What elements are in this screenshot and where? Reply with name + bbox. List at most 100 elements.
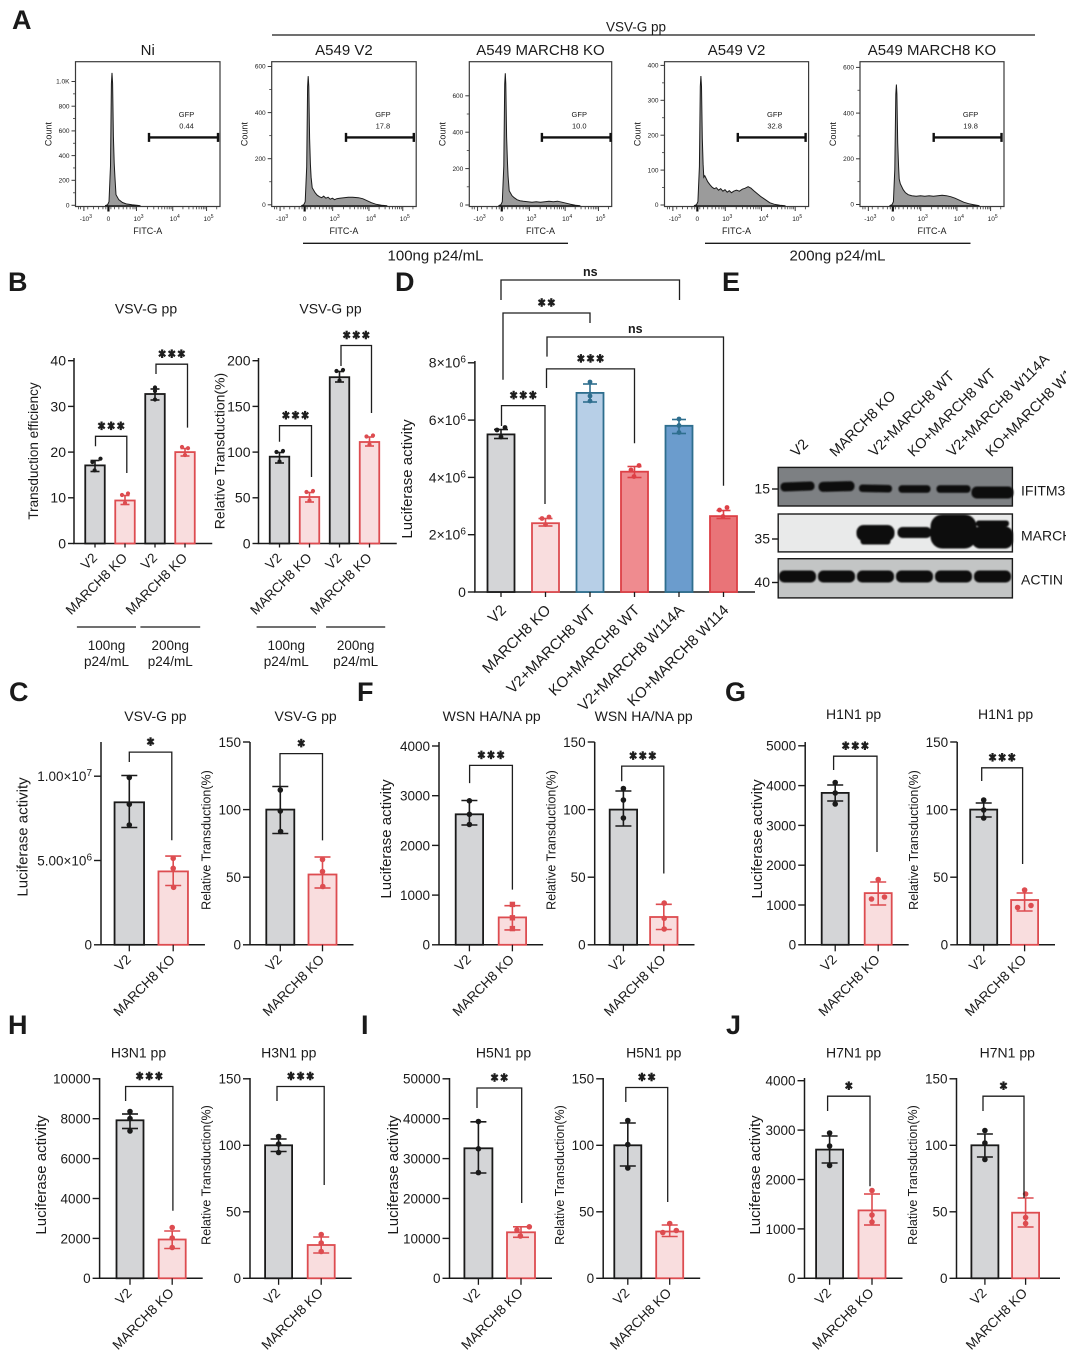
svg-text:0: 0 <box>66 203 70 210</box>
svg-text:6×106: 6×106 <box>429 412 467 428</box>
svg-text:50: 50 <box>933 870 948 885</box>
svg-text:150: 150 <box>218 735 241 750</box>
svg-text:50: 50 <box>235 490 251 506</box>
svg-text:0: 0 <box>578 938 586 953</box>
svg-text:1.0K: 1.0K <box>56 79 70 86</box>
svg-text:H7N1 pp: H7N1 pp <box>826 1044 881 1060</box>
svg-text:E: E <box>722 267 740 297</box>
svg-text:D: D <box>395 267 415 297</box>
svg-text:V2: V2 <box>967 1285 989 1307</box>
svg-text:Count: Count <box>44 122 54 147</box>
svg-text:Relative Transduction(%): Relative Transduction(%) <box>200 770 214 910</box>
svg-text:Count: Count <box>633 122 643 147</box>
svg-text:100ng: 100ng <box>268 638 306 653</box>
svg-text:0: 0 <box>940 1271 948 1286</box>
svg-text:0: 0 <box>433 1271 441 1286</box>
svg-text:F: F <box>357 677 374 707</box>
svg-text:Transduction efficiency: Transduction efficiency <box>26 382 41 520</box>
svg-text:2000: 2000 <box>400 838 430 853</box>
svg-text:V2: V2 <box>78 550 100 572</box>
svg-text:0: 0 <box>262 202 266 209</box>
svg-text:100: 100 <box>218 1138 241 1153</box>
svg-text:200: 200 <box>227 353 251 369</box>
svg-text:0: 0 <box>655 202 659 209</box>
svg-text:32.8: 32.8 <box>767 122 782 131</box>
svg-text:p24/mL: p24/mL <box>264 654 310 669</box>
svg-text:0: 0 <box>891 216 895 223</box>
svg-text:WSN HA/NA pp: WSN HA/NA pp <box>595 708 693 724</box>
svg-text:ACTIN: ACTIN <box>1021 572 1063 588</box>
svg-text:19.8: 19.8 <box>963 122 978 131</box>
svg-text:V2: V2 <box>112 1285 134 1307</box>
svg-text:103: 103 <box>133 214 143 223</box>
svg-text:104: 104 <box>954 214 964 223</box>
svg-text:0: 0 <box>84 938 92 953</box>
svg-text:Relative Transduction(%): Relative Transduction(%) <box>906 1105 920 1245</box>
svg-text:40: 40 <box>50 353 66 369</box>
svg-text:105: 105 <box>204 214 214 223</box>
svg-text:150: 150 <box>563 735 586 750</box>
svg-text:103: 103 <box>722 214 732 223</box>
svg-text:2000: 2000 <box>765 1172 795 1187</box>
svg-text:0: 0 <box>303 216 307 223</box>
svg-text:4000: 4000 <box>765 1074 795 1089</box>
svg-text:H5N1 pp: H5N1 pp <box>626 1044 681 1060</box>
svg-text:C: C <box>9 677 29 707</box>
svg-text:FITC-A: FITC-A <box>133 226 162 236</box>
svg-text:0: 0 <box>458 584 466 600</box>
svg-text:0: 0 <box>941 938 949 953</box>
svg-text:A549 V2: A549 V2 <box>315 42 373 59</box>
svg-text:200: 200 <box>843 156 854 163</box>
svg-text:V2: V2 <box>138 550 160 572</box>
svg-text:0: 0 <box>587 1271 595 1286</box>
svg-text:GFP: GFP <box>963 110 978 119</box>
svg-text:40000: 40000 <box>403 1112 441 1127</box>
svg-text:30000: 30000 <box>403 1152 441 1167</box>
svg-text:150: 150 <box>218 1072 241 1087</box>
svg-text:V2: V2 <box>610 1285 632 1307</box>
svg-text:MARCH8 KO: MARCH8 KO <box>827 388 899 460</box>
svg-text:6000: 6000 <box>61 1152 91 1167</box>
svg-text:3000: 3000 <box>766 818 796 833</box>
svg-text:100: 100 <box>926 803 949 818</box>
svg-text:150: 150 <box>925 1072 948 1087</box>
svg-text:400: 400 <box>59 153 70 160</box>
svg-text:V2: V2 <box>261 1285 283 1307</box>
svg-text:15: 15 <box>754 481 770 497</box>
svg-text:Relative Transduction(%): Relative Transduction(%) <box>553 1105 567 1245</box>
svg-text:104: 104 <box>366 214 376 223</box>
svg-text:0: 0 <box>58 535 66 551</box>
svg-text:0: 0 <box>789 938 797 953</box>
svg-text:200ng: 200ng <box>152 638 190 653</box>
svg-text:103: 103 <box>918 214 928 223</box>
svg-text:1000: 1000 <box>400 888 430 903</box>
svg-text:200: 200 <box>452 166 463 173</box>
svg-text:100: 100 <box>648 167 659 174</box>
svg-text:GFP: GFP <box>179 110 194 119</box>
svg-text:4000: 4000 <box>400 739 430 754</box>
svg-text:FITC-A: FITC-A <box>329 226 358 236</box>
svg-text:103: 103 <box>330 214 340 223</box>
svg-text:400: 400 <box>452 129 463 136</box>
svg-text:50: 50 <box>571 870 586 885</box>
svg-text:5.00×106: 5.00×106 <box>37 852 92 868</box>
svg-text:600: 600 <box>452 93 463 100</box>
svg-text:100: 100 <box>925 1138 948 1153</box>
svg-text:40: 40 <box>754 574 770 590</box>
svg-text:WSN HA/NA pp: WSN HA/NA pp <box>443 708 541 724</box>
svg-text:1.00×107: 1.00×107 <box>37 768 92 784</box>
svg-text:V2: V2 <box>452 952 474 974</box>
svg-text:FITC-A: FITC-A <box>918 226 947 236</box>
svg-text:J: J <box>726 1010 741 1040</box>
svg-text:4000: 4000 <box>766 779 796 794</box>
svg-text:200: 200 <box>255 156 266 163</box>
svg-text:400: 400 <box>255 110 266 117</box>
svg-text:A549 MARCH8 KO: A549 MARCH8 KO <box>868 42 996 59</box>
svg-text:V2: V2 <box>485 602 510 627</box>
svg-text:50: 50 <box>226 1205 241 1220</box>
svg-text:30: 30 <box>50 398 66 414</box>
svg-text:200ng p24/mL: 200ng p24/mL <box>790 248 886 265</box>
svg-text:150: 150 <box>227 398 251 414</box>
svg-text:600: 600 <box>255 64 266 71</box>
svg-text:50: 50 <box>932 1205 947 1220</box>
